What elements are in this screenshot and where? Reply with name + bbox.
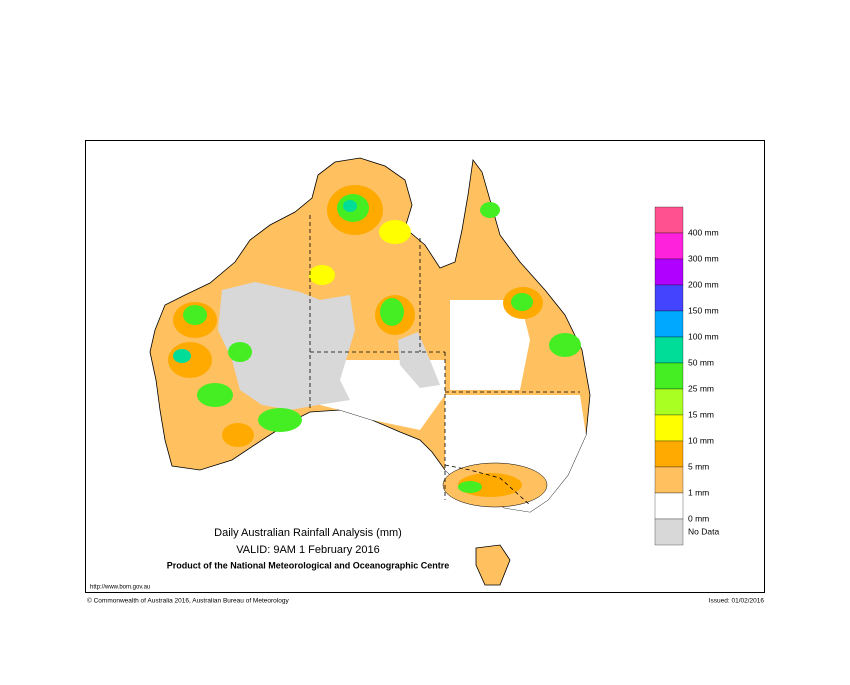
map-title: Daily Australian Rainfall Analysis (mm) — [214, 527, 402, 539]
rain-blob — [343, 200, 357, 212]
legend-label: 25 mm — [688, 383, 714, 393]
tasmania — [475, 544, 511, 586]
legend-label: 10 mm — [688, 435, 714, 445]
url: http://www.bom.gov.au — [90, 585, 150, 591]
legend-swatch — [654, 232, 684, 260]
no-data-area — [218, 282, 355, 410]
legend-swatch — [654, 206, 684, 234]
legend-label: 0 mm — [688, 513, 709, 523]
legend-label: 1 mm — [688, 487, 709, 497]
legend-swatch — [654, 362, 684, 390]
rain-blob — [183, 305, 207, 325]
rain-blob — [511, 293, 533, 311]
legend-swatch — [654, 258, 684, 286]
legend-swatch — [654, 388, 684, 416]
rain-blob — [480, 202, 500, 218]
issued-date: Issued: 01/02/2016 — [709, 598, 765, 605]
copyright: © Commonwealth of Australia 2016, Austra… — [87, 597, 289, 605]
legend-swatch — [654, 492, 684, 520]
no-data-area-2 — [398, 332, 440, 388]
rain-blob — [168, 342, 212, 378]
valid-time: VALID: 9AM 1 February 2016 — [236, 544, 379, 556]
rain-blob — [173, 349, 191, 363]
rain-blob — [380, 298, 404, 326]
australia-map — [149, 157, 591, 586]
victoria-rain-peak — [458, 481, 482, 493]
rain-blob — [379, 220, 411, 244]
legend-label: 100 mm — [688, 331, 719, 341]
legend-swatch — [654, 440, 684, 468]
rain-blob — [549, 333, 581, 357]
rain-blob — [197, 383, 233, 407]
legend-label: No Data — [688, 526, 719, 536]
legend-label: 50 mm — [688, 357, 714, 367]
rain-blob — [228, 342, 252, 362]
rain-blob — [258, 408, 302, 432]
rain-blob — [222, 423, 254, 447]
legend-label: 15 mm — [688, 409, 714, 419]
legend-swatch — [654, 336, 684, 364]
dry-interior-qld — [450, 300, 530, 390]
state-borders — [309, 215, 580, 506]
legend-label: 400 mm — [688, 227, 719, 237]
legend-label: 200 mm — [688, 279, 719, 289]
rain-blob — [309, 265, 335, 285]
legend-label: 5 mm — [688, 461, 709, 471]
legend-swatch — [654, 310, 684, 338]
legend-swatch — [654, 414, 684, 442]
legend: 400 mm 300 mm 200 mm 150 mm 100 mm 50 mm 25 mm… — [654, 206, 719, 546]
legend-swatch — [654, 466, 684, 494]
product-note: Product of the National Meteorological a… — [167, 560, 450, 570]
legend-swatch — [654, 284, 684, 312]
legend-label: 300 mm — [688, 253, 719, 263]
legend-label: 150 mm — [688, 305, 719, 315]
legend-swatch — [654, 518, 684, 546]
